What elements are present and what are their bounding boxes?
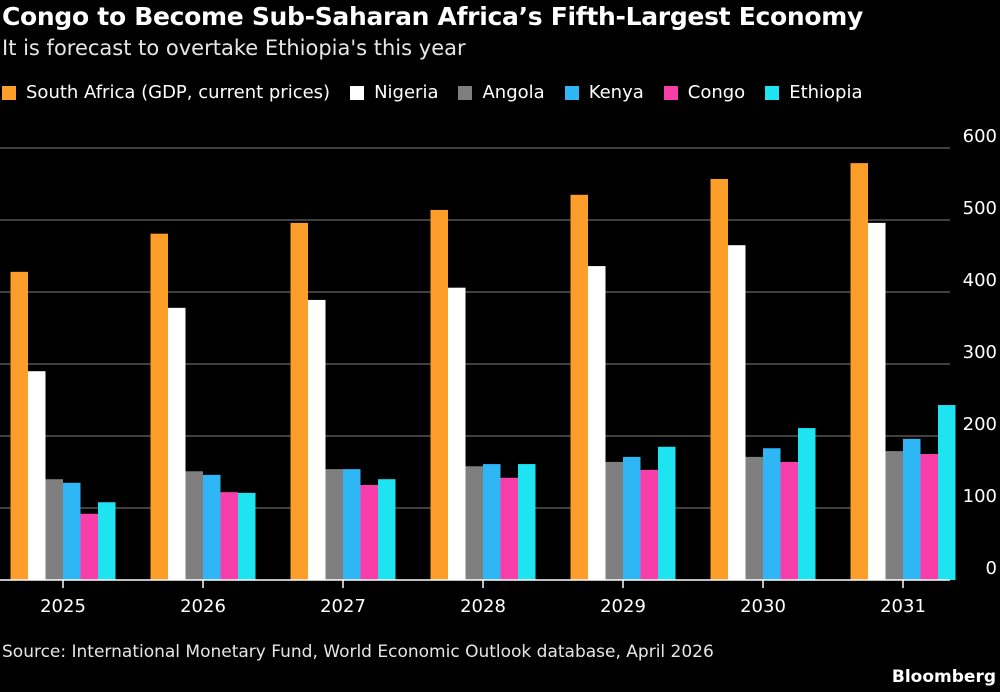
- bar-angola: [605, 461, 623, 580]
- bar-south: [430, 209, 448, 581]
- bar-south: [710, 178, 728, 580]
- bar-congo: [360, 484, 378, 580]
- legend-swatch: [350, 85, 365, 100]
- bar-nigeria: [308, 299, 326, 580]
- bar-nigeria: [448, 287, 466, 580]
- legend-swatch: [564, 85, 579, 100]
- legend-item: Angola: [458, 82, 545, 103]
- bar-kenya: [483, 464, 501, 580]
- bar-nigeria: [168, 307, 186, 580]
- bar-kenya: [623, 456, 641, 580]
- x-tick-label: 2027: [320, 596, 366, 617]
- bar-angola: [885, 451, 903, 580]
- bar-congo: [780, 461, 798, 580]
- bar-ethiopia: [98, 502, 116, 580]
- legend-item: Kenya: [564, 82, 644, 103]
- legend-label: Kenya: [588, 82, 644, 103]
- bar-south: [570, 194, 588, 581]
- legend-swatch: [663, 85, 678, 100]
- x-tick-label: 2025: [40, 596, 86, 617]
- bar-congo: [220, 492, 238, 580]
- bar-south: [850, 163, 868, 580]
- y-tick-label: 300: [963, 342, 997, 363]
- bar-angola: [745, 456, 763, 580]
- bar-kenya: [63, 482, 81, 580]
- bar-ethiopia: [378, 479, 396, 580]
- bar-ethiopia: [658, 446, 676, 580]
- legend-label: Ethiopia: [789, 82, 863, 103]
- bar-nigeria: [588, 266, 606, 580]
- y-tick-label: 100: [963, 486, 997, 507]
- x-tick-label: 2031: [880, 596, 926, 617]
- bar-south: [150, 233, 168, 580]
- bar-south: [290, 222, 308, 580]
- bar-congo: [80, 513, 98, 580]
- bar-kenya: [763, 448, 781, 580]
- bar-kenya: [343, 469, 361, 580]
- bar-congo: [640, 469, 658, 580]
- bar-ethiopia: [798, 428, 816, 580]
- source-note: Source: International Monetary Fund, Wor…: [2, 642, 714, 662]
- bar-ethiopia: [518, 464, 536, 580]
- y-tick-label: 500: [963, 198, 997, 219]
- bloomberg-logo: Bloomberg: [891, 667, 996, 687]
- legend-item: Nigeria: [350, 82, 438, 103]
- x-tick-label: 2028: [460, 596, 506, 617]
- legend-label: Congo: [687, 82, 746, 103]
- bar-congo: [920, 454, 938, 580]
- chart-title: Congo to Become Sub-Saharan Africa’s Fif…: [2, 2, 864, 31]
- x-tick-label: 2026: [180, 596, 226, 617]
- y-tick-label: 400: [963, 270, 997, 291]
- bar-angola: [465, 466, 483, 580]
- chart-subtitle: It is forecast to overtake Ethiopia's th…: [2, 36, 466, 60]
- bar-ethiopia: [938, 405, 956, 580]
- legend: South Africa (GDP, current prices) Nigeri…: [2, 82, 883, 103]
- legend-item: South Africa (GDP, current prices): [2, 82, 330, 103]
- legend-swatch: [2, 85, 16, 100]
- bar-ethiopia: [238, 492, 256, 580]
- legend-swatch: [458, 85, 473, 100]
- legend-swatch: [765, 85, 780, 100]
- x-tick-label: 2030: [740, 596, 786, 617]
- bar-angola: [325, 469, 343, 580]
- legend-label: Nigeria: [374, 82, 439, 103]
- y-tick-label: 600: [963, 126, 997, 147]
- bar-south: [10, 271, 28, 580]
- bar-congo: [500, 477, 518, 580]
- bar-nigeria: [868, 222, 886, 580]
- bar-angola: [45, 479, 63, 580]
- legend-item: Ethiopia: [765, 82, 863, 103]
- legend-item: Congo: [663, 82, 746, 103]
- bar-kenya: [903, 438, 921, 580]
- legend-label: South Africa (GDP, current prices): [26, 82, 331, 103]
- legend-label: Angola: [482, 82, 545, 103]
- bar-nigeria: [728, 245, 746, 580]
- bar-kenya: [203, 474, 221, 580]
- bar-nigeria: [28, 371, 46, 580]
- y-tick-label: 200: [963, 414, 997, 435]
- x-tick-label: 2029: [600, 596, 646, 617]
- y-tick-label: 0: [986, 558, 997, 579]
- bar-angola: [185, 471, 203, 580]
